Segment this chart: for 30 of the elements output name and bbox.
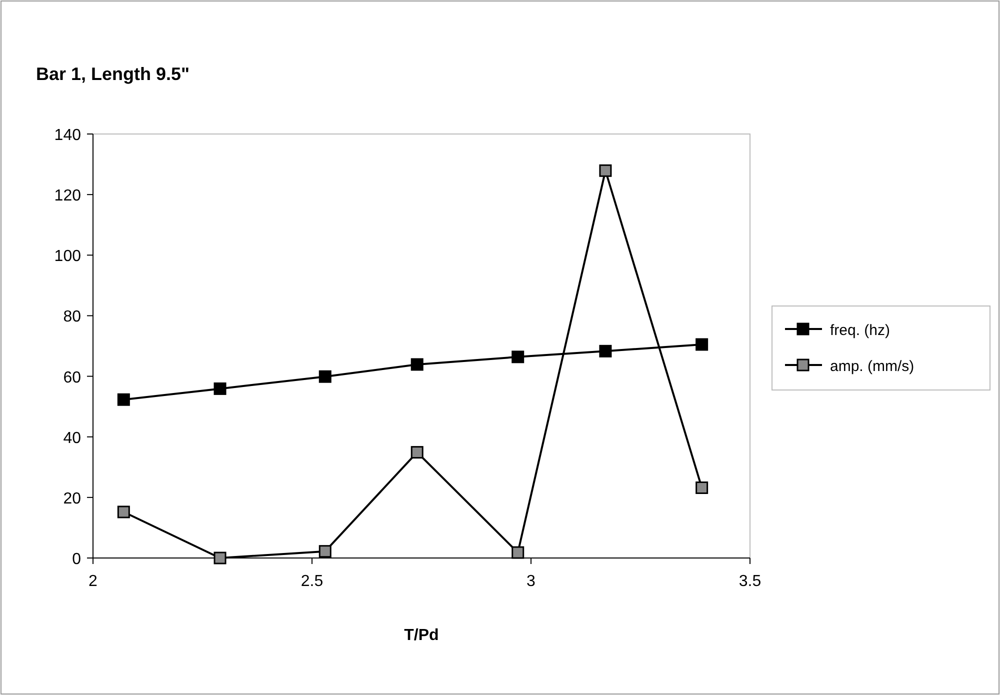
point [599,164,612,177]
x-tick-label: 2.5 [300,573,324,590]
point [214,382,226,395]
point [214,552,226,564]
point [117,506,130,518]
x-tick-label: 3.5 [738,573,762,590]
point [512,546,524,559]
y-tick-label: 80 [63,308,82,326]
y-tick-label: 100 [54,248,82,266]
point [696,338,708,351]
x-axis-title: T/Pd [404,627,439,644]
y-tick-label: 20 [63,490,82,508]
point [599,344,612,358]
point [512,350,524,364]
point [410,446,424,459]
y-tick-label: 140 [54,127,82,144]
point [318,545,332,558]
legend-label: amp. (mm/s) [830,358,914,375]
x-tick-label: 2 [88,573,98,590]
point [318,370,332,383]
point [696,481,708,494]
y-tick-label: 120 [54,188,82,205]
x-tick-label: 3 [526,573,536,590]
point [117,393,130,406]
legend-label: freq. (hz) [830,322,890,339]
y-tick-label: 40 [63,430,82,447]
y-tick-label: 60 [63,369,82,386]
chart-title: Bar 1, Length 9.5" [36,64,190,84]
point [410,358,424,371]
y-tick-label: 0 [72,551,82,568]
